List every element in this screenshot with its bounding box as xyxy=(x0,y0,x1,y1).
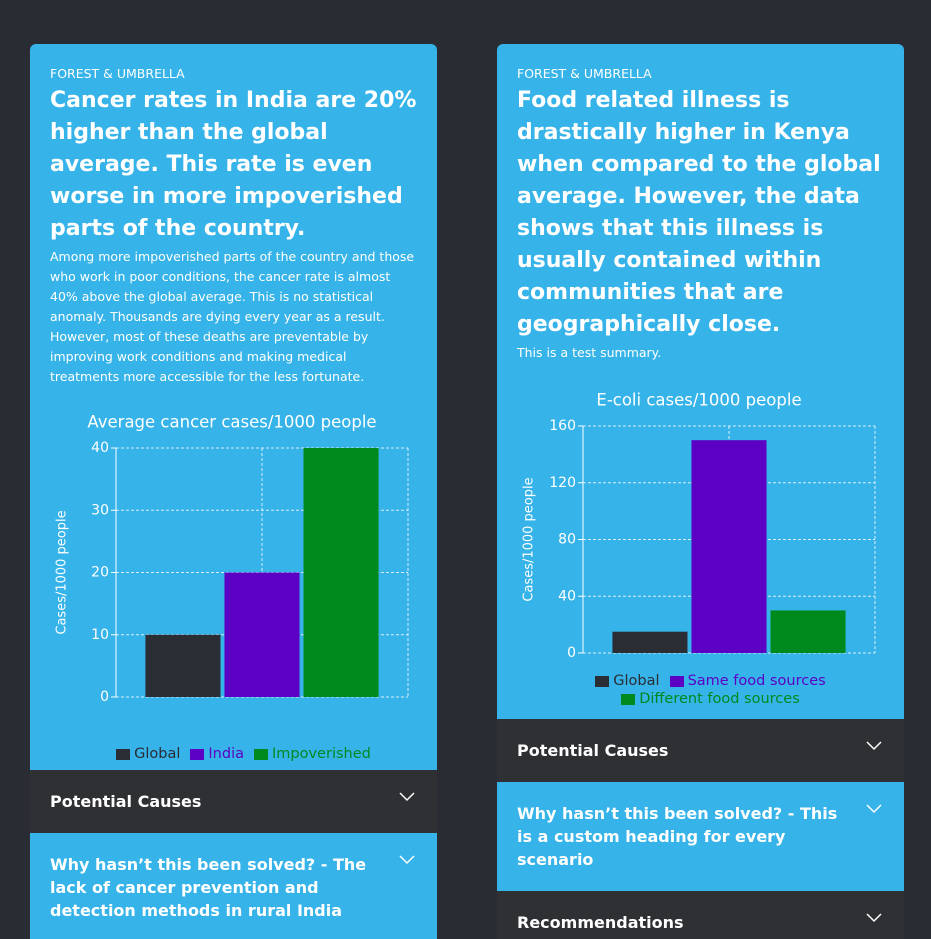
accordion-section[interactable]: Why hasn’t this been solved? - The lack … xyxy=(30,833,437,939)
y-tick-label: 0 xyxy=(567,645,576,661)
accordion-section[interactable]: Potential Causes xyxy=(30,770,437,833)
chevron-line xyxy=(866,913,882,923)
legend-swatch xyxy=(595,675,610,687)
chart: E-coli cases/1000 people Cases/1000 peopl… xyxy=(497,379,904,713)
y-axis-label: Cases/1000 people xyxy=(55,510,70,634)
chevron xyxy=(866,913,882,923)
legend-label: Same food sources xyxy=(687,673,826,689)
legend-item: Impoverished xyxy=(254,746,371,762)
chevron xyxy=(399,855,415,865)
chart: Average cancer cases/1000 people Cases/10… xyxy=(30,401,437,766)
section-label: Potential Causes xyxy=(517,741,669,760)
chevron xyxy=(866,804,882,814)
legend-label: Different food sources xyxy=(639,691,800,707)
section-label: Why hasn’t this been solved? - This is a… xyxy=(517,804,838,869)
y-tick-label: 20 xyxy=(91,565,109,581)
brand: FOREST & UMBRELLA xyxy=(517,66,652,81)
bar xyxy=(224,572,300,697)
legend-swatch xyxy=(669,675,684,687)
legend-label: India xyxy=(208,746,244,762)
legend-item: India xyxy=(190,746,244,762)
chevron-line xyxy=(399,792,415,802)
legend-item: Same food sources xyxy=(669,673,826,689)
chevron-line xyxy=(399,855,415,865)
section-label: Why hasn’t this been solved? - The lack … xyxy=(50,855,367,920)
y-tick-label: 80 xyxy=(558,532,576,548)
y-tick-label: 30 xyxy=(91,502,109,518)
legend-swatch xyxy=(621,693,636,705)
legend-label: Global xyxy=(613,673,660,689)
bar xyxy=(303,448,379,697)
legend-label: Impoverished xyxy=(272,746,371,762)
bar xyxy=(770,610,846,653)
section-label: Potential Causes xyxy=(50,792,202,811)
accordion-section[interactable]: Recommendations xyxy=(497,891,904,939)
y-tick-label: 0 xyxy=(100,689,109,705)
legend-label: Global xyxy=(134,746,181,762)
card-header: FOREST & UMBRELLA Cancer rates in India a… xyxy=(30,44,437,387)
legend-swatch xyxy=(116,748,131,760)
brand: FOREST & UMBRELLA xyxy=(50,66,185,81)
card: FOREST & UMBRELLA Food related illness is… xyxy=(497,44,904,939)
legend-swatch xyxy=(190,748,205,760)
card-body: FOREST & UMBRELLA Cancer rates in India a… xyxy=(30,44,437,770)
y-tick-label: 40 xyxy=(558,588,576,604)
chevron-line xyxy=(866,741,882,751)
legend: Global India Impoverished xyxy=(30,746,437,766)
summary: This is a test summary. xyxy=(517,345,662,360)
headline: Food related illness is drastically high… xyxy=(517,88,881,337)
chart-title: Average cancer cases/1000 people xyxy=(87,413,376,432)
legend: Global Same food sources Different food so… xyxy=(497,673,904,713)
y-tick-label: 120 xyxy=(549,475,576,491)
bar xyxy=(145,634,221,697)
legend-item: Global xyxy=(595,673,660,689)
y-tick-label: 160 xyxy=(549,418,576,434)
headline: Cancer rates in India are 20% higher tha… xyxy=(50,88,417,241)
y-tick-label: 10 xyxy=(91,627,109,643)
bar xyxy=(612,631,688,653)
chevron-line xyxy=(866,804,882,814)
legend-item: Different food sources xyxy=(621,691,800,707)
summary: Among more impoverished parts of the cou… xyxy=(50,249,415,384)
chart-svg: E-coli cases/1000 people Cases/1000 peopl… xyxy=(522,391,876,661)
y-axis-label: Cases/1000 people xyxy=(522,477,537,601)
card: FOREST & UMBRELLA Cancer rates in India a… xyxy=(30,44,437,939)
chevron xyxy=(399,792,415,802)
accordion-section[interactable]: Why hasn’t this been solved? - This is a… xyxy=(497,782,904,891)
chart-svg: Average cancer cases/1000 people Cases/10… xyxy=(55,413,409,705)
legend-item: Global xyxy=(116,746,180,762)
chevron xyxy=(866,741,882,751)
bar xyxy=(691,440,767,653)
card-header: FOREST & UMBRELLA Food related illness is… xyxy=(497,44,904,363)
y-tick-label: 40 xyxy=(91,440,109,456)
accordion-section[interactable]: Potential Causes xyxy=(497,719,904,782)
card-body: FOREST & UMBRELLA Food related illness is… xyxy=(497,44,904,719)
section-label: Recommendations xyxy=(517,913,684,932)
legend-swatch xyxy=(254,748,268,760)
chart-title: E-coli cases/1000 people xyxy=(596,391,801,410)
